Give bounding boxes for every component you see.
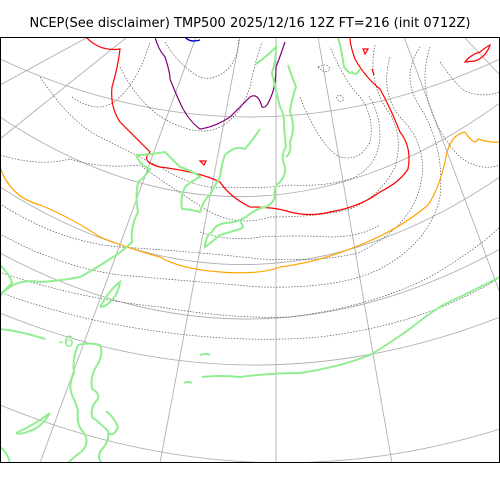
meridian-line <box>0 37 89 86</box>
isotherm-purple <box>154 37 286 130</box>
coastline <box>183 381 193 384</box>
coastline <box>0 328 46 340</box>
isotherm-line <box>0 44 399 222</box>
coastline <box>199 353 211 356</box>
map-border <box>0 37 500 463</box>
isotherm-line <box>199 224 381 239</box>
latitude-line <box>0 248 500 320</box>
coastline <box>99 279 122 308</box>
coastline <box>135 128 261 214</box>
isotherm-line <box>1 276 500 340</box>
coastline <box>337 37 361 75</box>
isotherm-line <box>164 39 239 79</box>
isotherm-line <box>439 61 500 96</box>
isotherm-red <box>85 37 410 216</box>
coastline <box>77 342 110 463</box>
latitude-line <box>0 312 500 366</box>
coastlines <box>0 37 500 463</box>
meridian-line <box>403 37 500 294</box>
isotherm-line <box>71 41 151 108</box>
isotherm-red <box>463 43 492 63</box>
isotherm-red <box>198 160 207 167</box>
isotherm-line <box>1 46 442 288</box>
map-title: NCEP(See disclaimer) TMP500 2025/12/16 1… <box>29 16 471 31</box>
contour-label: -6 <box>58 332 74 351</box>
meridian-line <box>159 37 241 463</box>
coastline <box>201 276 500 379</box>
coastline <box>105 410 120 436</box>
isotherm-line <box>1 56 423 261</box>
isotherm-red <box>362 48 375 76</box>
map-frame: -6 <box>0 37 500 463</box>
coastline <box>0 264 14 296</box>
isotherms-minor <box>0 39 500 340</box>
isotherm-line <box>119 41 263 132</box>
coastline <box>0 154 152 298</box>
coastline <box>67 344 88 463</box>
coastline <box>0 446 11 463</box>
meridian-line <box>463 37 500 76</box>
isotherm-line <box>335 95 345 102</box>
coastline <box>15 412 51 435</box>
isotherm-line <box>424 46 500 168</box>
coastline <box>285 64 298 158</box>
latitude-line <box>0 404 500 463</box>
meridian-line <box>317 37 393 463</box>
meridian-line <box>0 37 128 140</box>
latitude-line <box>0 102 500 197</box>
isotherm-orange <box>0 131 500 274</box>
latitude-line <box>0 58 500 118</box>
coastline <box>203 44 288 249</box>
graticule <box>0 37 500 463</box>
isotherm-line <box>1 226 500 318</box>
meridian-line <box>39 37 197 463</box>
isotherm-line <box>299 46 372 159</box>
latitude-line <box>0 176 500 265</box>
